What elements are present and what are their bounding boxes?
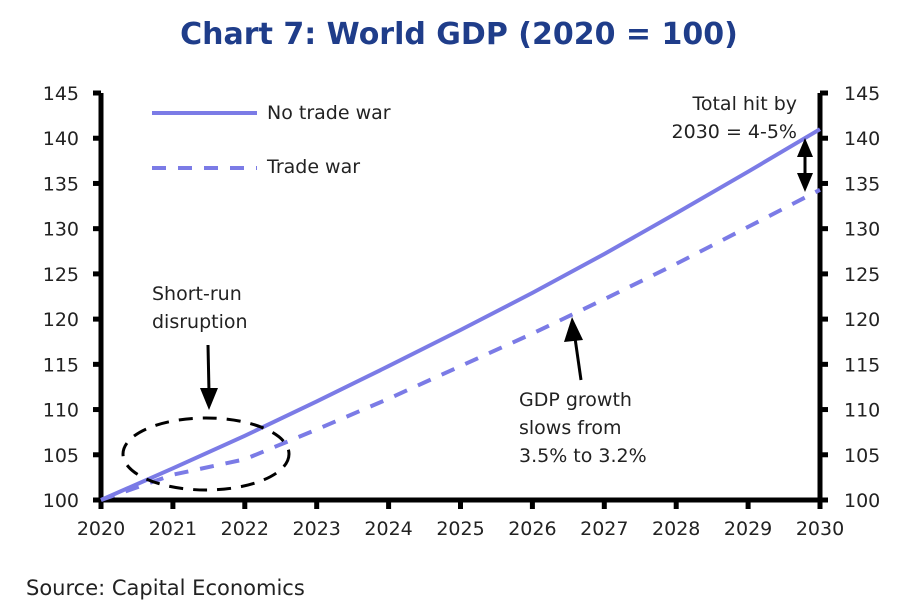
annotation-short-run-line1: Short-run xyxy=(152,283,242,305)
y-tick-label-left: 145 xyxy=(43,83,79,105)
y-tick-label-left: 140 xyxy=(43,128,79,150)
y-tick-label-right: 115 xyxy=(844,354,880,376)
series-line-no-trade-war xyxy=(100,127,822,502)
x-tick-label: 2022 xyxy=(221,518,269,540)
x-tick-label: 2030 xyxy=(796,518,844,540)
legend: No trade war Trade war xyxy=(152,102,391,178)
x-tick-label: 2025 xyxy=(436,518,484,540)
y-tick-label-right: 125 xyxy=(844,264,880,286)
y-tick-label-left: 110 xyxy=(43,400,79,422)
disruption-ellipse xyxy=(121,416,291,492)
y-tick-label-right: 100 xyxy=(844,490,880,512)
annotation-gdp-growth-line3: 3.5% to 3.2% xyxy=(519,445,647,467)
y-tick-label-left: 130 xyxy=(43,219,79,241)
annotation-gdp-growth-line2: slows from xyxy=(519,417,622,439)
y-tick-label-left: 125 xyxy=(43,264,79,286)
x-tick-label: 2028 xyxy=(652,518,700,540)
y-tick-label-left: 115 xyxy=(43,354,79,376)
chart-title: Chart 7: World GDP (2020 = 100) xyxy=(180,17,738,52)
y-tick-label-right: 120 xyxy=(844,309,880,331)
annotation-total-hit-line2: 2030 = 4-5% xyxy=(672,121,797,143)
y-tick-label-left: 105 xyxy=(43,445,79,467)
x-axis: 2020 2021 2022 2023 2024 2025 2026 2027 2028 2029… xyxy=(77,500,844,540)
annotation-total-hit-line1: Total hit by xyxy=(691,93,797,115)
series-group xyxy=(100,127,822,502)
x-tick-label: 2023 xyxy=(293,518,341,540)
down-arrow-icon xyxy=(200,344,218,410)
y-tick-label-right: 135 xyxy=(844,173,880,195)
y-tick-label-left: 120 xyxy=(43,309,79,331)
x-tick-label: 2024 xyxy=(364,518,412,540)
y-axis-right: 100 105 110 115 120 125 130 135 140 145 xyxy=(820,83,880,512)
annotation-total-hit: Total hit by 2030 = 4-5% xyxy=(672,93,813,192)
y-tick-label-left: 100 xyxy=(43,490,79,512)
y-tick-label-left: 135 xyxy=(43,173,79,195)
y-axis-left: 100 105 110 115 120 125 130 135 140 145 xyxy=(43,83,101,512)
y-tick-label-right: 140 xyxy=(844,128,880,150)
annotation-gdp-growth-line1: GDP growth xyxy=(519,389,632,411)
series-line-trade-war xyxy=(100,188,821,502)
y-tick-label-right: 145 xyxy=(844,83,880,105)
x-tick-label: 2026 xyxy=(508,518,556,540)
source-note: Source: Capital Economics xyxy=(26,576,305,600)
annotation-short-run: Short-run disruption xyxy=(121,283,291,492)
legend-label-trade-war: Trade war xyxy=(266,156,360,178)
x-tick-label: 2029 xyxy=(724,518,772,540)
legend-label-no-trade-war: No trade war xyxy=(267,102,391,124)
double-arrow-icon xyxy=(797,138,813,192)
y-tick-label-right: 130 xyxy=(844,219,880,241)
x-tick-label: 2021 xyxy=(149,518,197,540)
x-tick-label: 2020 xyxy=(77,518,125,540)
annotation-short-run-line2: disruption xyxy=(152,311,248,333)
x-tick-label: 2027 xyxy=(580,518,628,540)
y-tick-label-right: 105 xyxy=(844,445,880,467)
annotation-gdp-growth: GDP growth slows from 3.5% to 3.2% xyxy=(519,317,647,467)
up-arrow-icon xyxy=(564,317,583,381)
y-tick-label-right: 110 xyxy=(844,400,880,422)
